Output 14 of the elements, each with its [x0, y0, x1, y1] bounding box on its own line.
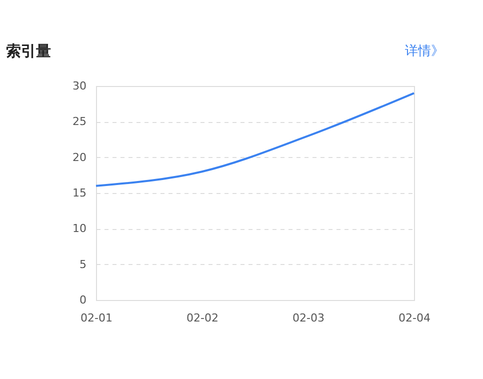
y-tick-label: 25 [72, 115, 86, 128]
x-tick-label: 02-04 [398, 312, 430, 324]
y-tick-label: 30 [72, 80, 86, 92]
x-tick-label: 02-03 [292, 312, 324, 324]
y-tick-label: 0 [80, 294, 86, 306]
x-tick-label: 02-02 [186, 312, 218, 324]
y-tick-label: 5 [80, 258, 86, 271]
y-tick-label: 15 [72, 186, 86, 200]
text: 详情》 [405, 44, 444, 59]
x-tick-label: 02-01 [80, 312, 112, 324]
y-tick-label: 10 [72, 222, 86, 236]
chart-title: 索引量 [6, 42, 52, 60]
y-tick-label: 20 [72, 150, 86, 164]
line-series [95, 92, 415, 187]
